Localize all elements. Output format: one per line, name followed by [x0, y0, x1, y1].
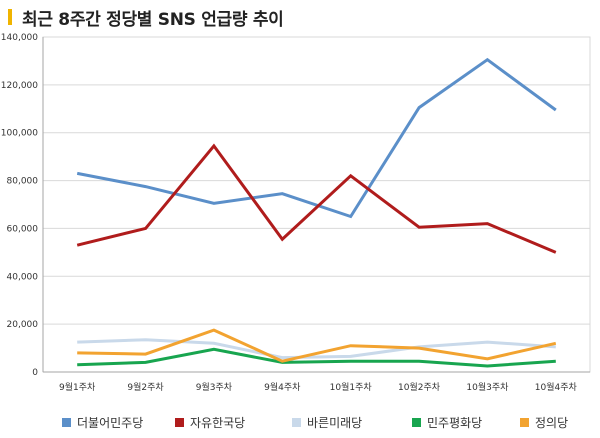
- title-accent-bar: [8, 9, 12, 25]
- x-tick-labels: 9월1주차 9월2주차 9월3주차 9월4주차 10월1주차 10월2주차 10월3주차 10…: [59, 381, 577, 393]
- series-line: [77, 338, 556, 360]
- series-line: [77, 328, 557, 363]
- x-tick-label: 10월1주차: [330, 381, 373, 393]
- x-tick-label: 10월3주차: [466, 381, 509, 393]
- legend-swatch: [292, 418, 301, 427]
- y-tick-label: 100,000: [1, 129, 38, 139]
- x-tick-label: 9월3주차: [196, 381, 233, 393]
- legend-label: 자유한국당: [190, 416, 245, 430]
- y-tick-label: 40,000: [7, 272, 39, 282]
- grid-lines: [43, 36, 590, 325]
- legend-label: 바른미래당: [307, 416, 362, 430]
- series-line: [77, 347, 556, 368]
- legend: 더불어민주당 자유한국당 바른미래당 민주평화당 정의당: [62, 416, 568, 430]
- legend-swatch: [62, 418, 71, 427]
- axes: [42, 36, 591, 373]
- y-tick-label: 20,000: [7, 320, 39, 330]
- x-tick-label: 9월1주차: [59, 381, 96, 393]
- y-tick-label: 80,000: [7, 177, 39, 187]
- x-tick-label: 9월4주차: [264, 381, 301, 393]
- y-tick-label: 140,000: [1, 33, 38, 43]
- legend-swatch: [175, 418, 184, 427]
- y-tick-label: 120,000: [1, 81, 38, 91]
- legend-label: 정의당: [535, 416, 568, 430]
- series-line: [76, 57, 557, 219]
- series-lines: [76, 57, 557, 368]
- y-tick-label: 60,000: [7, 224, 39, 234]
- legend-swatch: [412, 418, 421, 427]
- series-line: [76, 143, 557, 254]
- title-row: 최근 8주간 정당별 SNS 언급량 추이: [8, 6, 284, 30]
- y-tick-label: 0: [32, 368, 38, 378]
- x-tick-label: 10월4주차: [535, 381, 578, 393]
- legend-label: 민주평화당: [427, 416, 482, 430]
- x-tick-label: 10월2주차: [398, 381, 441, 393]
- x-tick-label: 9월2주차: [127, 381, 164, 393]
- legend-swatch: [520, 418, 529, 427]
- chart-title: 최근 8주간 정당별 SNS 언급량 추이: [22, 9, 284, 30]
- legend-label: 더불어민주당: [77, 416, 143, 430]
- y-tick-labels: 0 20,000 40,000 60,000 80,000 100,000 120,000 1…: [1, 33, 38, 378]
